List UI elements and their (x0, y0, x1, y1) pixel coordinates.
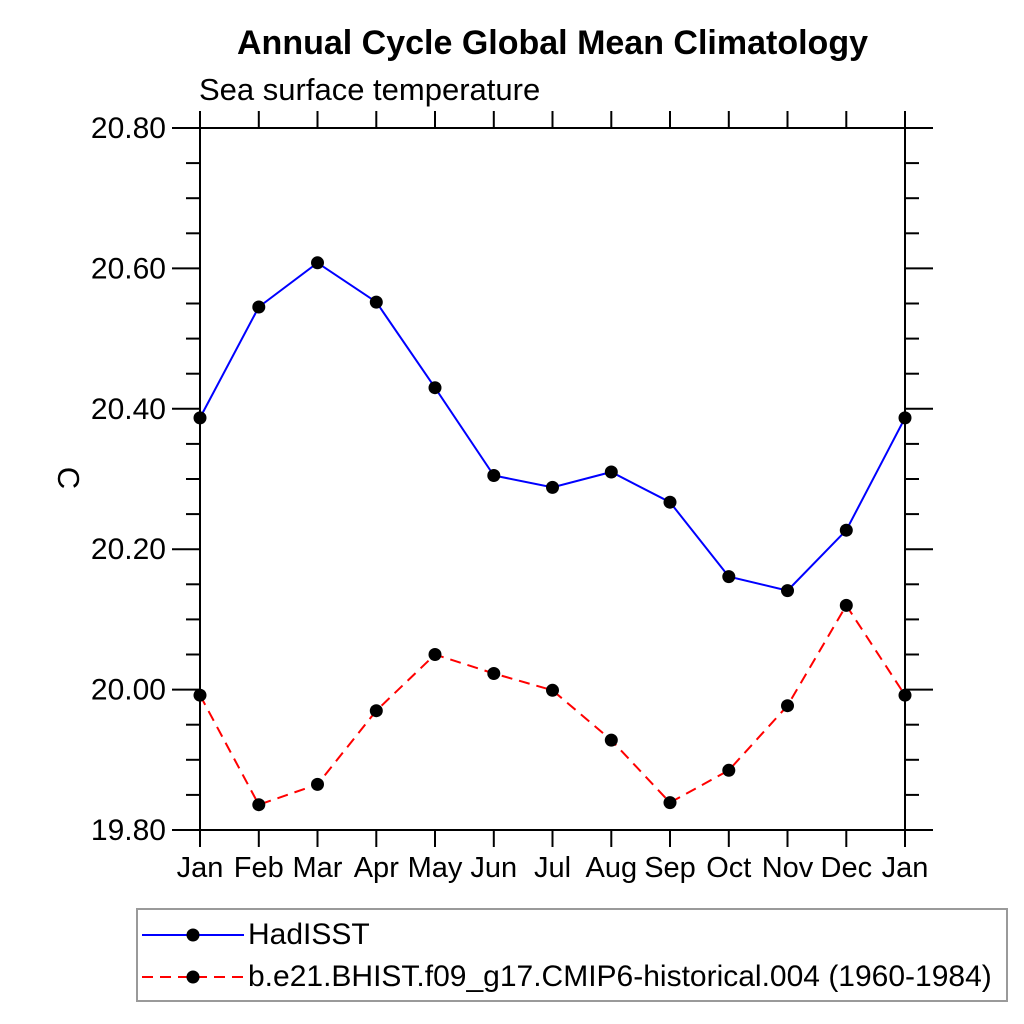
svg-text:Sep: Sep (644, 852, 696, 884)
svg-text:Dec: Dec (821, 852, 873, 884)
svg-text:20.00: 20.00 (91, 674, 166, 707)
legend: HadISST b.e21.BHIST.f09_g17.CMIP6-histor… (136, 908, 1008, 1002)
legend-item-hadisst: HadISST (138, 914, 1006, 956)
svg-text:Nov: Nov (762, 852, 814, 884)
svg-text:20.40: 20.40 (91, 393, 166, 426)
legend-label-hadisst: HadISST (248, 918, 370, 951)
svg-text:20.20: 20.20 (91, 533, 166, 566)
svg-text:20.80: 20.80 (91, 112, 166, 145)
svg-text:May: May (408, 852, 463, 884)
legend-line-sample-model (138, 956, 248, 998)
svg-text:Mar: Mar (293, 852, 343, 884)
svg-text:Oct: Oct (706, 852, 751, 884)
chart-subtitle: Sea surface temperature (199, 72, 541, 107)
legend-label-model: b.e21.BHIST.f09_g17.CMIP6-historical.004… (248, 960, 992, 993)
svg-text:Jan: Jan (177, 852, 224, 884)
svg-text:Apr: Apr (354, 852, 399, 884)
chart-title: Annual Cycle Global Mean Climatology (237, 24, 868, 62)
svg-text:20.60: 20.60 (91, 252, 166, 285)
svg-text:Aug: Aug (585, 852, 637, 884)
svg-text:Jun: Jun (470, 852, 517, 884)
svg-text:Jan: Jan (882, 852, 929, 884)
svg-text:19.80: 19.80 (91, 814, 166, 847)
legend-item-model: b.e21.BHIST.f09_g17.CMIP6-historical.004… (138, 956, 1006, 998)
svg-text:Feb: Feb (234, 852, 284, 884)
svg-text:Jul: Jul (534, 852, 571, 884)
legend-line-sample-hadisst (138, 914, 248, 956)
